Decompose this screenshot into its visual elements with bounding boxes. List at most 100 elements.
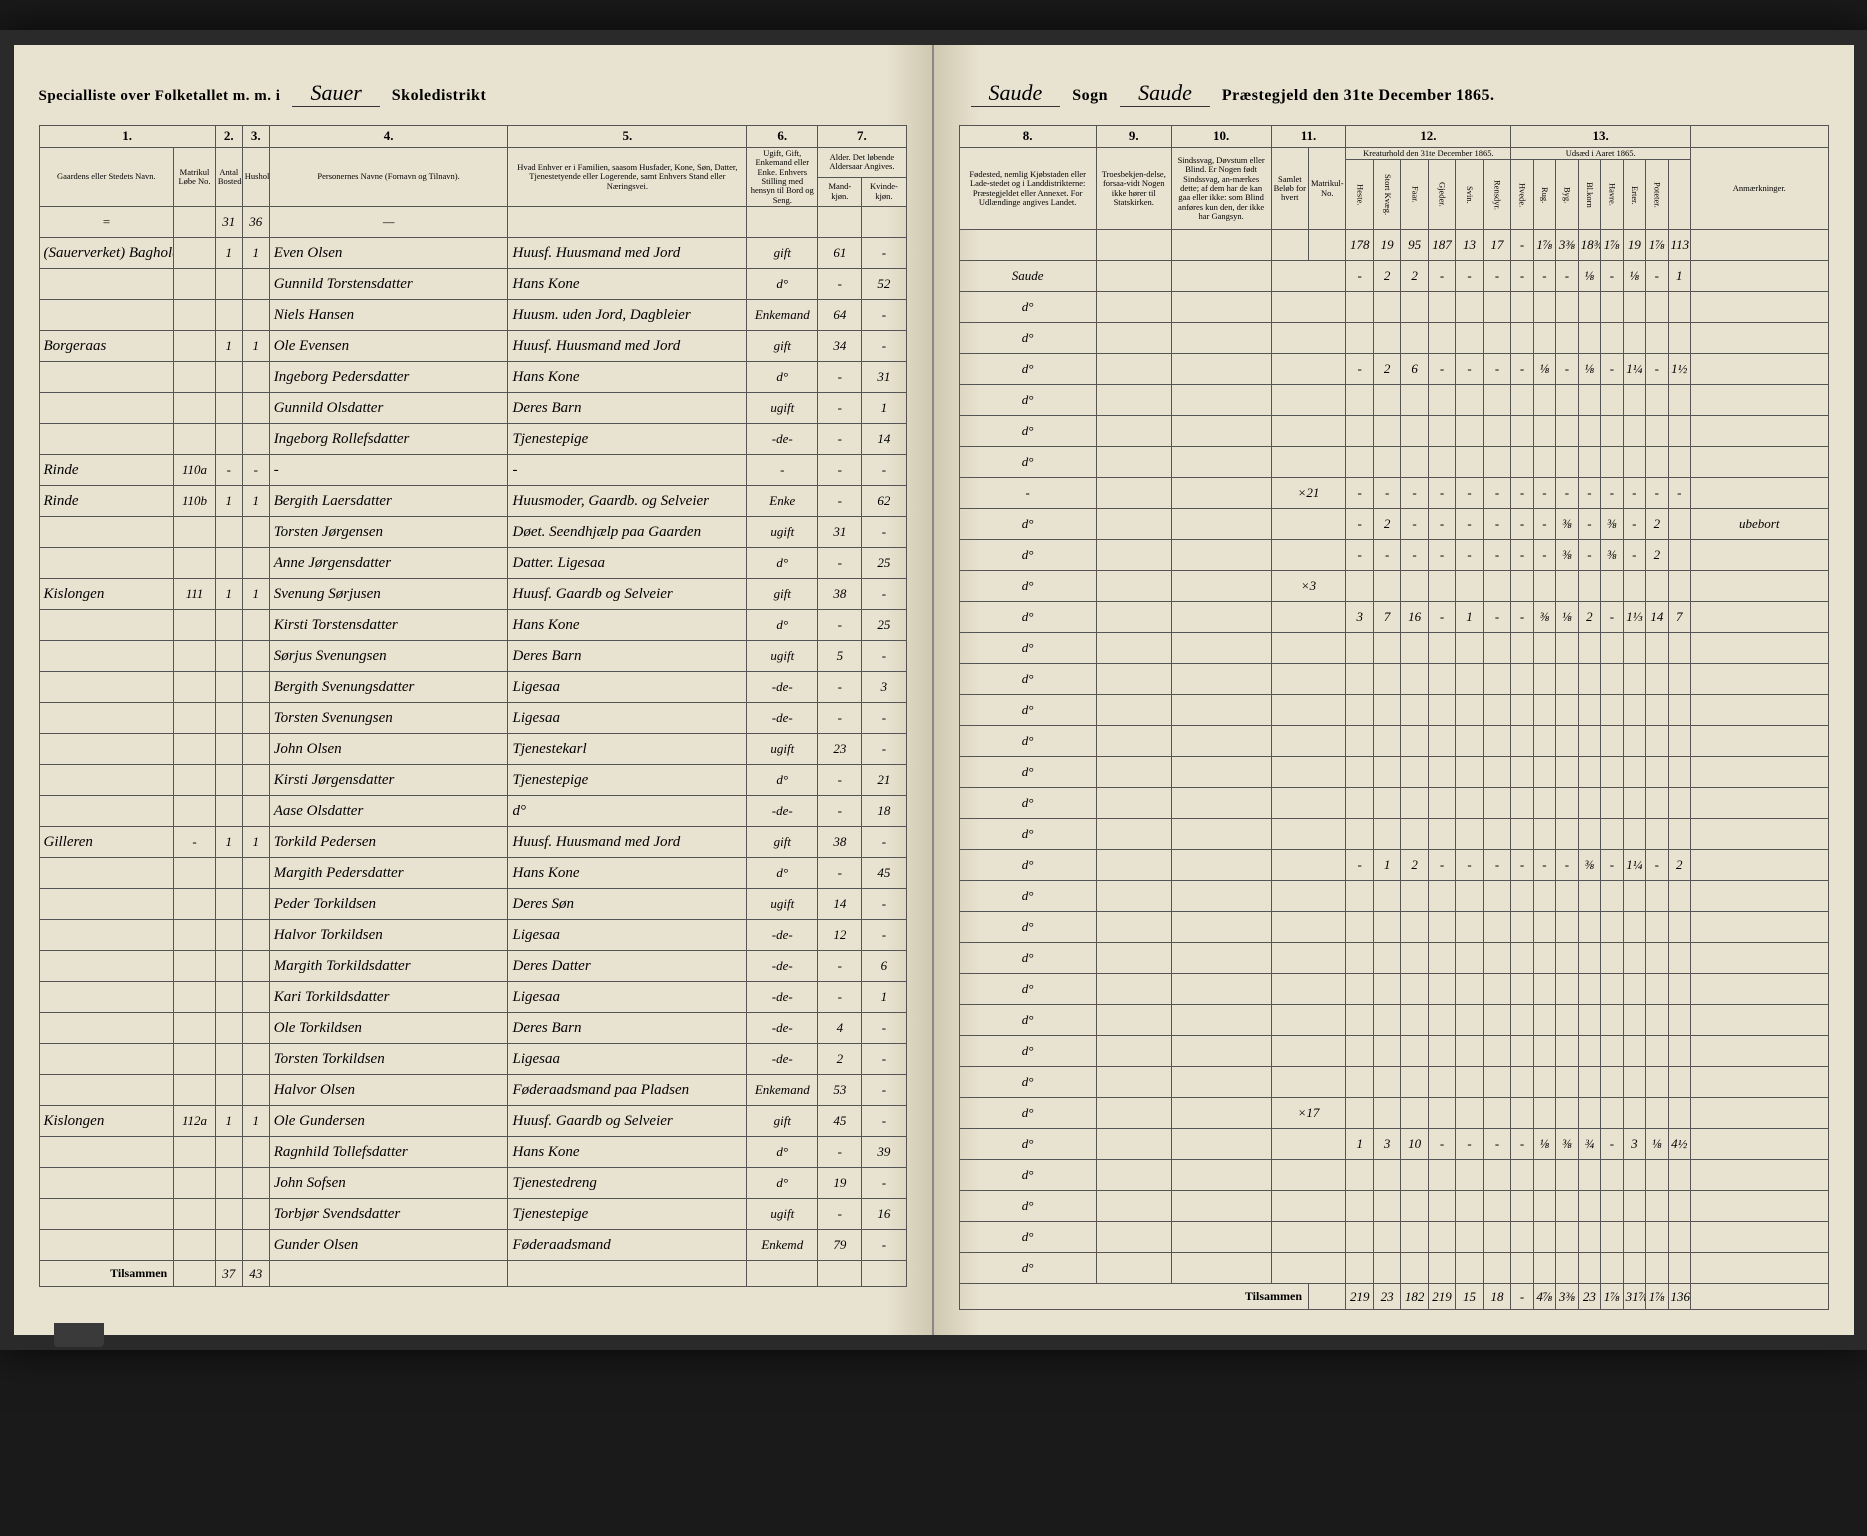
cell-k bbox=[1456, 1098, 1483, 1129]
right-header: Saude Sogn Saude Præstegjeld den 31te De… bbox=[959, 80, 1829, 107]
cell-troes bbox=[1096, 819, 1171, 850]
cell-fam: Huusm. uden Jord, Dagbleier bbox=[508, 300, 747, 331]
cell-c11 bbox=[1271, 540, 1346, 571]
cell-u: ⅛ bbox=[1533, 354, 1555, 385]
cell-b: 1 bbox=[215, 331, 242, 362]
cell-u bbox=[1556, 695, 1578, 726]
table-row: Ole TorkildsenDeres Barn-de-4- bbox=[39, 1013, 906, 1044]
cell-k: - bbox=[1456, 478, 1483, 509]
table-row: Saude-22------⅛-⅛-1 bbox=[959, 261, 1828, 292]
table-row: d°3716-1--⅜⅛2-1⅓147 bbox=[959, 602, 1828, 633]
cell-u bbox=[1668, 664, 1690, 695]
cell-u bbox=[1623, 292, 1645, 323]
sogn-name: Saude bbox=[971, 80, 1061, 107]
cell-u bbox=[1578, 1005, 1600, 1036]
cell-k: - bbox=[1401, 478, 1428, 509]
cell-mk: 4 bbox=[818, 1013, 862, 1044]
table-row: Gunder OlsenFøderaadsmandEnkemd79- bbox=[39, 1230, 906, 1261]
table-row: d° bbox=[959, 385, 1828, 416]
cell-u bbox=[1646, 912, 1668, 943]
cell-b: 1 bbox=[215, 579, 242, 610]
cell-u bbox=[1533, 943, 1555, 974]
cell-fs: d° bbox=[959, 1222, 1096, 1253]
cell-fs: d° bbox=[959, 385, 1096, 416]
cell-gaard bbox=[39, 1230, 174, 1261]
cell-c11 bbox=[1271, 912, 1346, 943]
cell-kk: - bbox=[862, 579, 906, 610]
cell-h: 1 bbox=[242, 486, 269, 517]
cell-u: - bbox=[1511, 478, 1533, 509]
cell-stand: ugift bbox=[747, 393, 818, 424]
cell-u bbox=[1556, 416, 1578, 447]
cell-c11 bbox=[1271, 974, 1346, 1005]
cell-sinds bbox=[1171, 850, 1271, 881]
carry-cell: 19 bbox=[1373, 230, 1400, 261]
cell-k bbox=[1401, 447, 1428, 478]
col7-num: 7. bbox=[818, 126, 906, 148]
cell-k bbox=[1401, 385, 1428, 416]
table-row: d° bbox=[959, 447, 1828, 478]
cell-u bbox=[1578, 385, 1600, 416]
cell-anm bbox=[1691, 695, 1828, 726]
cell-sinds bbox=[1171, 695, 1271, 726]
cell-u bbox=[1578, 788, 1600, 819]
cell-troes bbox=[1096, 447, 1171, 478]
cell-u: - bbox=[1646, 478, 1668, 509]
cell-sinds bbox=[1171, 540, 1271, 571]
carry-cell: 17 bbox=[1483, 230, 1511, 261]
cell-navn: Halvor Olsen bbox=[269, 1075, 508, 1106]
cell-u: 1¼ bbox=[1623, 354, 1645, 385]
cell-mno bbox=[174, 765, 216, 796]
table-row: d° bbox=[959, 726, 1828, 757]
cell-c11: ×21 bbox=[1271, 478, 1346, 509]
cell-sinds bbox=[1171, 819, 1271, 850]
cell-k bbox=[1373, 819, 1400, 850]
cell-k bbox=[1401, 1191, 1428, 1222]
cell-sinds bbox=[1171, 1098, 1271, 1129]
h-sinds: Sindssvag, Døvstum eller Blind. Er Nogen… bbox=[1171, 148, 1271, 230]
cell-u bbox=[1533, 881, 1555, 912]
h-11a: Samlet Beløb for hvert bbox=[1271, 148, 1308, 230]
table-row: Niels HansenHuusm. uden Jord, DagbleierE… bbox=[39, 300, 906, 331]
cell-k bbox=[1483, 1191, 1511, 1222]
table-row: d° bbox=[959, 695, 1828, 726]
h-mk: Mand- kjøn. bbox=[818, 177, 862, 207]
table-row: Bergith SvenungsdatterLigesaa-de--3 bbox=[39, 672, 906, 703]
cell-gaard bbox=[39, 858, 174, 889]
cell-fs: d° bbox=[959, 943, 1096, 974]
cell-h bbox=[242, 1199, 269, 1230]
cell-navn: Torbjør Svendsdatter bbox=[269, 1199, 508, 1230]
cell-k bbox=[1428, 323, 1455, 354]
h-mno: Matrikul Løbe No. bbox=[174, 148, 216, 207]
cell-c11 bbox=[1271, 757, 1346, 788]
cell-mk: - bbox=[818, 951, 862, 982]
cell-navn: Kari Torkildsdatter bbox=[269, 982, 508, 1013]
cell-stand: - bbox=[747, 455, 818, 486]
cell-k bbox=[1428, 1160, 1455, 1191]
cell-stand: Enkemand bbox=[747, 1075, 818, 1106]
cell-mk: 23 bbox=[818, 734, 862, 765]
cell-troes bbox=[1096, 602, 1171, 633]
cell-k bbox=[1373, 695, 1400, 726]
cell-u bbox=[1601, 1253, 1623, 1284]
cell-mk: - bbox=[818, 982, 862, 1013]
cell-u bbox=[1668, 695, 1690, 726]
cell-u: - bbox=[1646, 354, 1668, 385]
cell-k bbox=[1483, 974, 1511, 1005]
cell-troes bbox=[1096, 695, 1171, 726]
table-row: d° bbox=[959, 1222, 1828, 1253]
cell-kk: 25 bbox=[862, 548, 906, 579]
table-row: d° bbox=[959, 788, 1828, 819]
cell-u bbox=[1623, 1098, 1645, 1129]
cell-mk: - bbox=[818, 393, 862, 424]
cell-c11 bbox=[1271, 509, 1346, 540]
cell-u bbox=[1533, 695, 1555, 726]
cell-u bbox=[1533, 292, 1555, 323]
cell-kk: 25 bbox=[862, 610, 906, 641]
cell-navn: Ingeborg Pedersdatter bbox=[269, 362, 508, 393]
cell-k: 1 bbox=[1456, 602, 1483, 633]
sum-cell: 182 bbox=[1401, 1284, 1428, 1310]
cell-fs: - bbox=[959, 478, 1096, 509]
cell-fam: Tjenestepige bbox=[508, 424, 747, 455]
cell-u bbox=[1578, 1098, 1600, 1129]
